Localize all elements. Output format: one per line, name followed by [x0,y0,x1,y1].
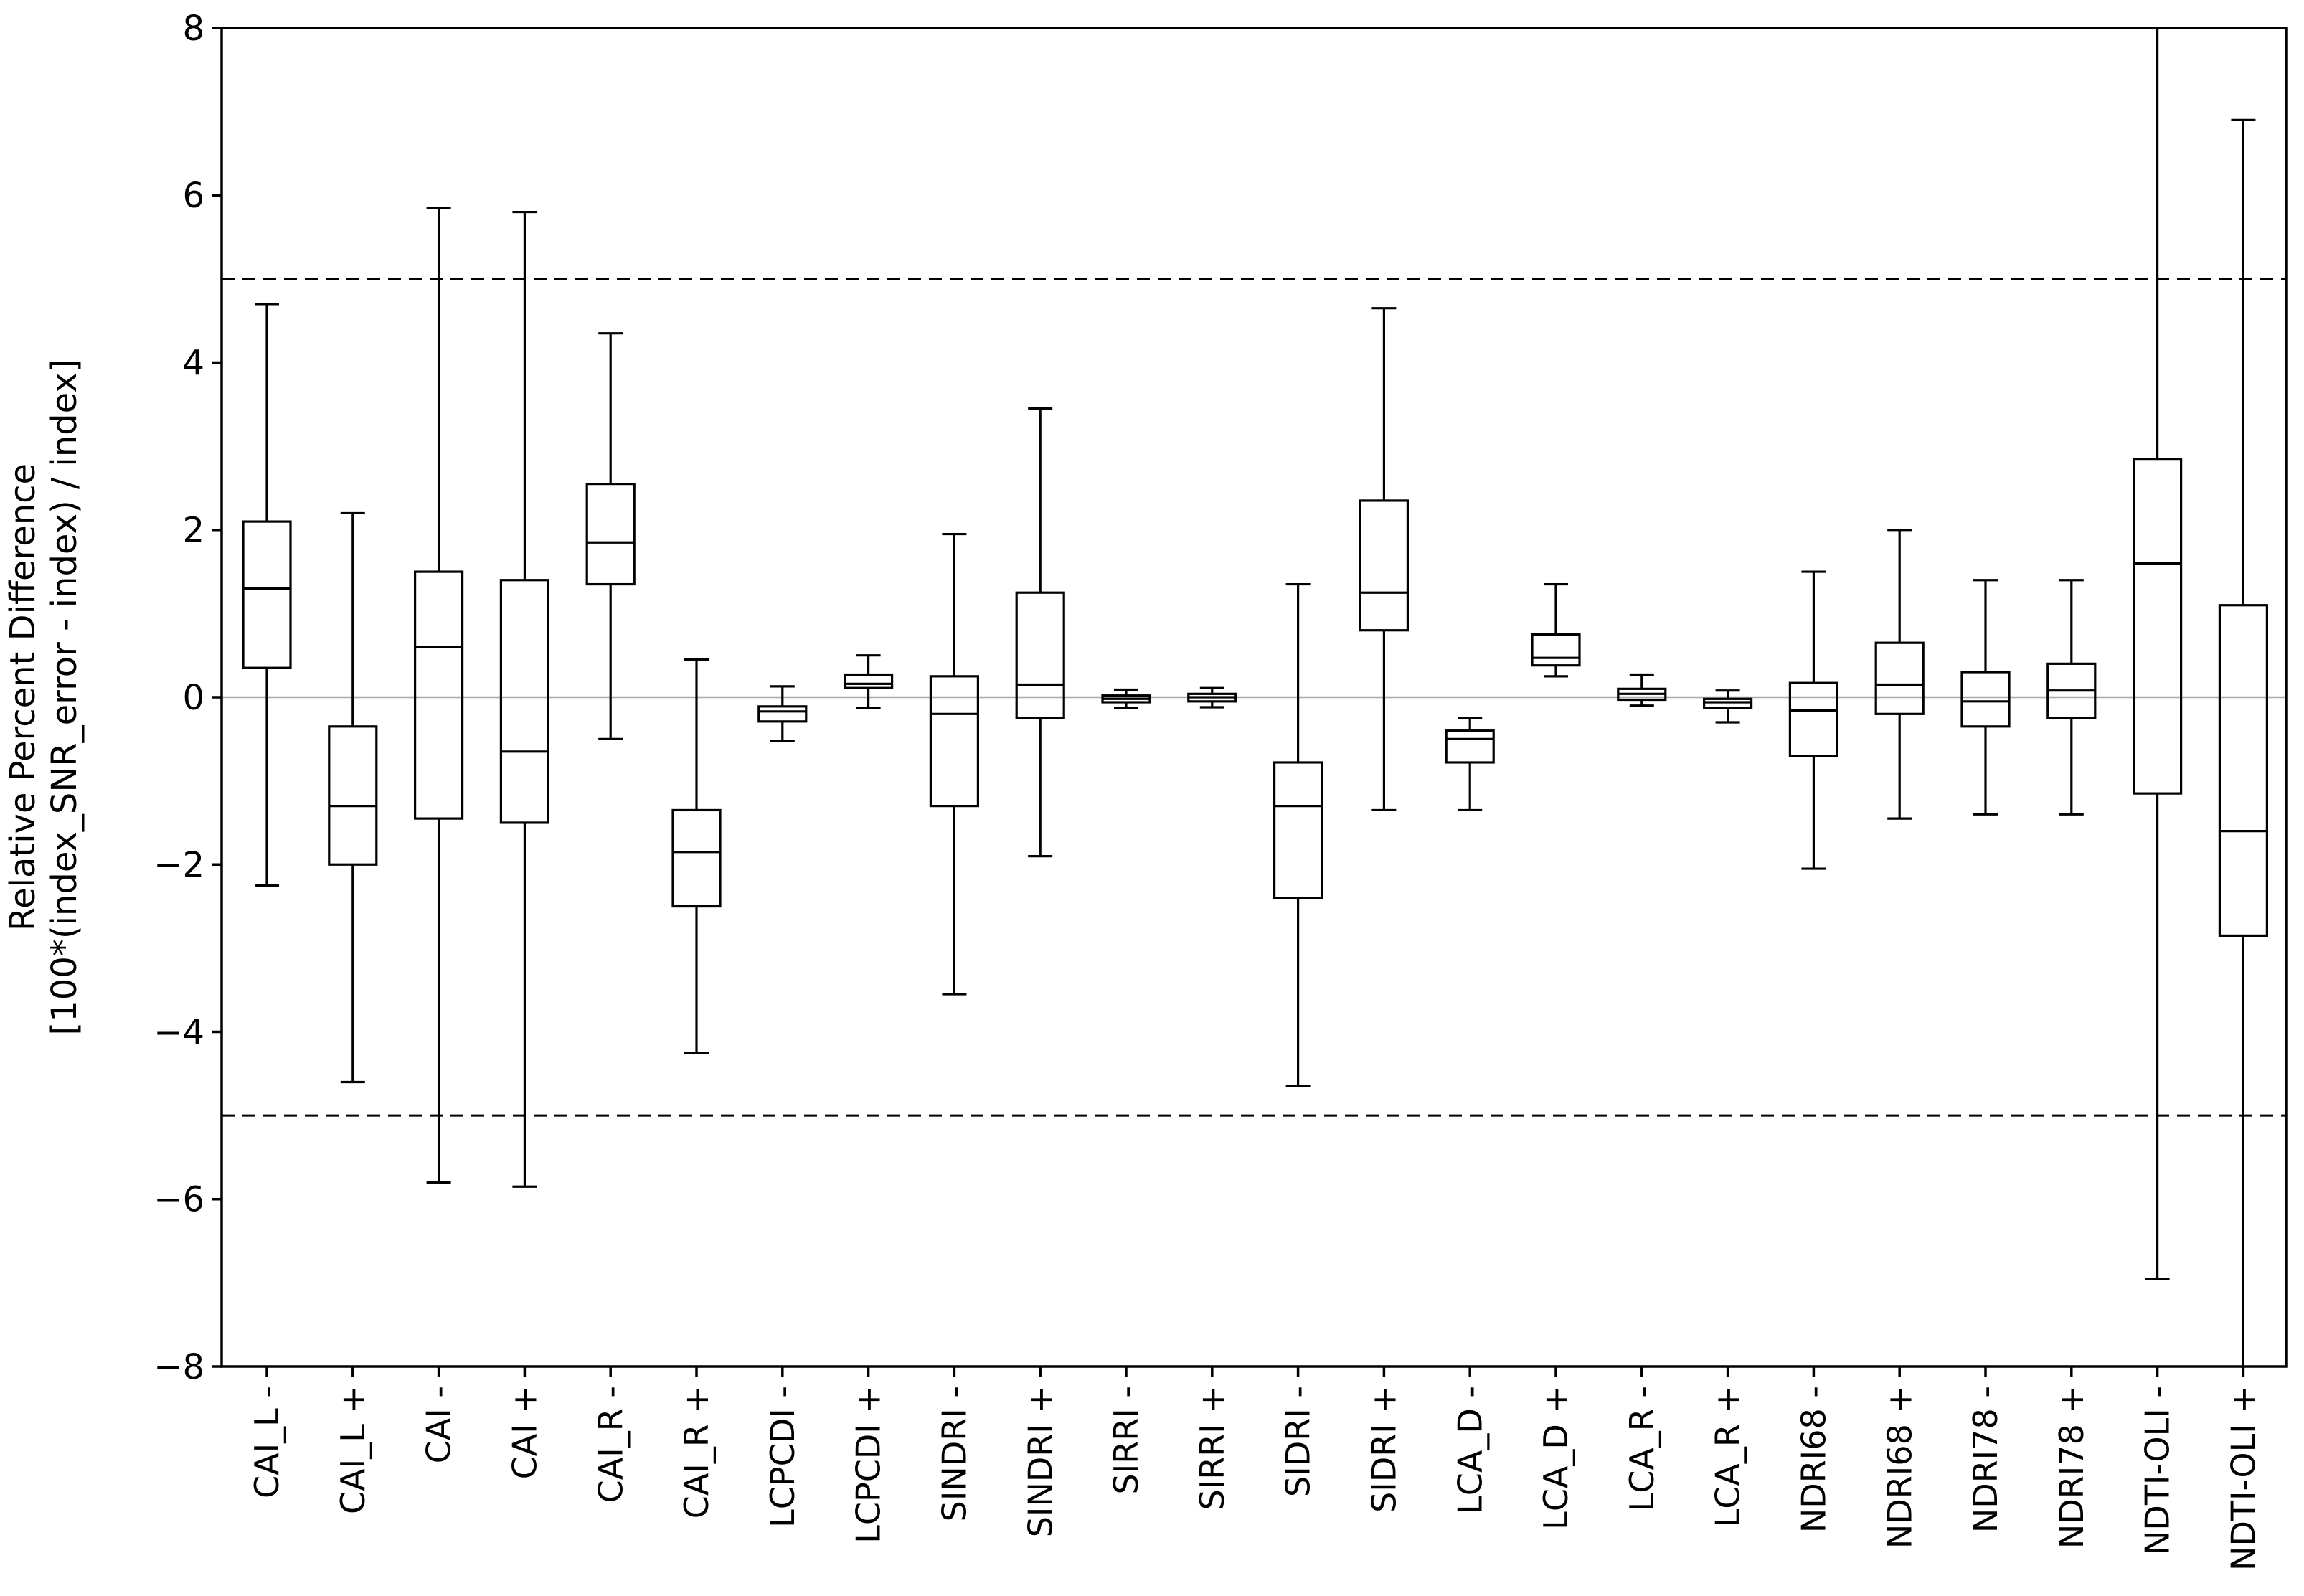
boxplot-sidri [1359,307,1410,812]
boxplot-ndri78 [1960,579,2011,816]
x-tick-label-cai: CAI + [506,1386,544,1479]
x-tick-label-lca-r: LCA_R + [1709,1386,1747,1527]
boxplot-lca-r [1703,689,1753,724]
boxplot-lca-r [1617,673,1667,707]
x-tick-label-cai-l: CAI_L - [247,1386,286,1498]
boxplot-lcpcdi [757,685,808,742]
iqr-box [843,673,894,689]
x-tick-label-cai-r: CAI_R - [591,1386,630,1503]
boxplot-sindri [929,532,980,996]
iqr-box [328,725,378,866]
reference-lines-layer [222,278,2286,1117]
y-tick-label: −8 [154,1347,204,1387]
iqr-box [1703,697,1753,709]
x-tick-label-ndri78: NDRI78 + [2052,1386,2091,1549]
y-axis-label: Relative Percent Difference [100*(index_… [3,359,85,1036]
iqr-box [1359,499,1410,632]
iqr-box [1273,761,1323,899]
y-tick-label: 4 [182,343,204,383]
boxplot-lcpcdi [843,654,894,709]
y-axis-label-line1: Relative Percent Difference [3,463,43,931]
iqr-box [1960,671,2011,728]
x-tick-label-sindri: SINDRI - [935,1386,974,1521]
x-tick-label-ndri78: NDRI78 - [1966,1386,2005,1533]
x-tick-label-ndri68: NDRI68 + [1880,1386,1919,1549]
iqr-box [1788,681,1838,757]
y-tick-label: −2 [154,845,204,885]
x-tick-label-lca-d: LCA_D - [1450,1386,1489,1514]
y-tick-label: 6 [182,176,204,216]
x-tick-label-ndti-oli: NDTI-OLI + [2224,1386,2263,1571]
boxes-layer [242,28,2268,1366]
boxplot-lca-d [1445,717,1495,812]
tick-labels-layer: 8 6 4 2 0 −2 −4 −6 −8 CAI_L - CAI_L + CAI - CAI + CAI… [154,9,2262,1571]
boxplot-ndri68 [1788,570,1838,870]
boxplot-lca-d [1531,582,1581,678]
iqr-box [2133,458,2183,795]
x-tick-label-cai-r: CAI_R + [677,1386,716,1519]
axes-frame-layer [212,27,2288,1377]
x-tick-label-cai: CAI - [420,1386,458,1463]
y-tick-label: 2 [182,511,204,551]
iqr-box [242,520,292,669]
x-tick-label-ndri68: NDRI68 - [1795,1386,1833,1533]
boxplot-cai-l [328,511,378,1084]
boxplot-cai-r [585,332,636,740]
iqr-box [1015,591,1065,719]
boxplot-cai [413,207,464,1184]
x-tick-label-sidri: SIDRI + [1365,1386,1404,1513]
iqr-box [499,579,550,824]
boxplot-ndri68 [1874,529,1925,820]
iqr-box [413,570,464,820]
x-tick-label-sirri: SIRRI + [1193,1386,1232,1510]
x-tick-label-lcpcdi: LCPCDI + [849,1386,888,1544]
boxplot-cai-r [671,658,722,1054]
y-tick-label: −6 [154,1180,204,1220]
iqr-box [2218,604,2268,937]
boxplot-ndti-oli [2133,28,2183,1280]
y-tick-label: 0 [182,678,204,718]
iqr-box [929,675,980,808]
x-tick-label-sirri: SIRRI - [1107,1386,1146,1494]
boxplot-sirri [1187,686,1237,709]
y-axis-label-line2: [100*(index_SNR_error - index) / index] [44,359,85,1036]
iqr-box [757,705,808,723]
x-tick-label-ndti-oli: NDTI-OLI - [2138,1386,2177,1555]
iqr-box [1874,641,1925,715]
boxplot-cai [499,210,550,1188]
boxplot-cai-l [242,303,292,887]
x-tick-label-lca-r: LCA_R - [1623,1386,1661,1511]
y-tick-label: 8 [182,9,204,49]
iqr-box [1531,633,1581,667]
boxplot-ndri78 [2046,579,2097,816]
boxplot-ndti-oli [2218,118,2268,1366]
boxplot-sindri [1015,407,1065,858]
boxplot-sidri [1273,582,1323,1087]
boxplot-sirri [1101,688,1151,709]
x-tick-label-sidri: SIDRI - [1279,1386,1318,1497]
x-tick-label-lca-d: LCA_D + [1536,1386,1575,1530]
iqr-box [671,808,722,908]
y-tick-label: −4 [154,1012,204,1052]
x-tick-label-lcpcdi: LCPCDI - [763,1386,802,1528]
x-tick-label-sindri: SINDRI + [1021,1386,1059,1537]
x-tick-label-cai-l: CAI_L + [334,1386,372,1514]
iqr-box [1445,729,1495,764]
iqr-box [585,483,636,586]
